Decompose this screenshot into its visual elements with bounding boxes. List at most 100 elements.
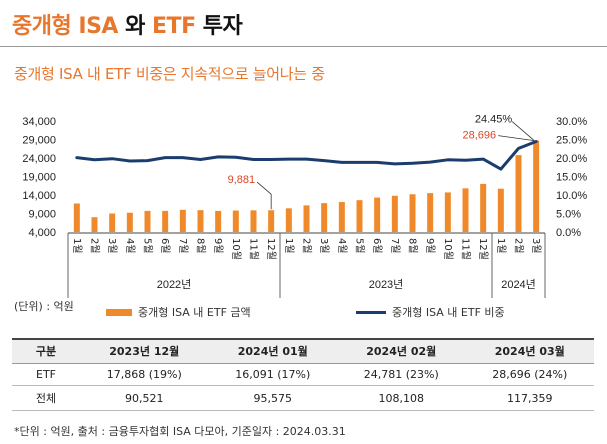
bar	[391, 195, 398, 232]
table-cell: 17,868 (19%)	[80, 363, 209, 386]
x-tick-label: 3월	[318, 238, 330, 254]
table-header-row: 구분 2023년 12월 2024년 01월 2024년 02월 2024년 0…	[12, 338, 594, 364]
line-point	[340, 161, 344, 164]
table-cell: 24,781 (23%)	[337, 363, 466, 386]
bar	[338, 202, 345, 232]
y-right-tick-label: 10.0%	[556, 190, 587, 202]
footnote: *단위 : 억원, 출처 : 금융투자협회 ISA 다모아, 기준일자 : 20…	[14, 425, 346, 438]
table-row: 전체 90,521 95,575 108,108 117,359	[12, 385, 594, 411]
table-cell: 117,359	[465, 385, 594, 411]
bar	[91, 217, 98, 232]
x-tick-label: 2월	[301, 238, 313, 254]
bar	[409, 194, 416, 232]
line-point	[110, 157, 114, 160]
line-point	[93, 158, 96, 162]
line-point	[534, 140, 538, 143]
y-left-tick-label: 29,000	[22, 135, 56, 147]
bar	[109, 213, 116, 232]
annotation-label: 9,881	[228, 174, 256, 186]
bar	[126, 212, 133, 232]
y-right-tick-label: 25.0%	[556, 135, 587, 147]
x-tick-label: 12월	[265, 238, 277, 260]
line-point	[322, 159, 326, 162]
x-tick-label: 5월	[142, 238, 154, 254]
line-point	[481, 157, 485, 161]
bar	[303, 205, 310, 232]
bar	[215, 210, 222, 232]
bar	[515, 155, 522, 232]
year-label: 2022년	[157, 278, 192, 291]
line-point	[269, 158, 273, 161]
line-point	[287, 157, 291, 161]
annotation-leader	[511, 121, 535, 141]
table-cell: 95,575	[208, 385, 337, 411]
table-header: 2024년 02월	[337, 338, 466, 364]
title-divider	[0, 46, 607, 47]
table-header: 2023년 12월	[80, 338, 209, 364]
title-invest: 투자	[202, 14, 243, 39]
y-left-tick-label: 24,000	[22, 153, 56, 165]
y-right-tick-label: 0.0%	[556, 227, 581, 239]
table-cell: 16,091 (17%)	[208, 363, 337, 386]
bar	[427, 193, 434, 232]
line-point	[428, 160, 432, 164]
bar	[232, 210, 239, 232]
table-cell: 28,696 (24%)	[465, 363, 594, 386]
x-tick-label: 1월	[71, 238, 83, 254]
x-tick-label: 7월	[389, 238, 401, 254]
x-tick-label: 4월	[336, 238, 348, 254]
x-tick-label: 2월	[513, 238, 525, 254]
table-cell: 108,108	[337, 385, 466, 411]
table-header: 2024년 03월	[465, 338, 594, 364]
table-row: ETF 17,868 (19%) 16,091 (17%) 24,781 (23…	[12, 363, 594, 386]
line-point	[499, 167, 503, 171]
bar	[144, 210, 151, 232]
legend-bar-label: 중개형 ISA 내 ETF 금액	[138, 306, 251, 319]
line-series	[75, 140, 538, 171]
legend-bar: 중개형 ISA 내 ETF 금액	[106, 304, 251, 320]
title-etf: ETF	[152, 14, 196, 39]
summary-table: 구분 2023년 12월 2024년 01월 2024년 02월 2024년 0…	[12, 338, 594, 411]
bar	[533, 140, 540, 232]
y-left-tick-label: 9,000	[28, 209, 56, 221]
annotations: 9,881 28,696 24.45%	[228, 114, 535, 210]
chart-subtitle: 중개형 ISA 내 ETF 비중은 지속적으로 늘어나는 중	[14, 65, 325, 83]
bar	[462, 188, 469, 232]
bar	[73, 203, 80, 232]
chart: 34,000 29,000 24,000 19,000 14,000 9,000 4,000…	[22, 114, 587, 298]
y-left-tick-label: 4,000	[28, 227, 56, 239]
title-isa: 중개형 ISA	[12, 14, 118, 39]
annotation-label: 28,696	[463, 130, 497, 142]
annotation-leader	[498, 135, 535, 142]
line-point	[411, 161, 414, 165]
line-point	[393, 162, 397, 166]
bar	[374, 197, 381, 232]
line-point	[163, 156, 167, 159]
line-point	[128, 159, 132, 163]
line-point	[517, 147, 520, 150]
x-tick-label: 1월	[495, 238, 507, 254]
bar	[179, 209, 186, 232]
line-point	[216, 155, 220, 159]
x-tick-label: 3월	[106, 238, 118, 254]
y-right-tick-label: 5.0%	[556, 209, 581, 221]
bar	[162, 210, 169, 232]
year-label: 2023년	[369, 278, 404, 291]
x-tick-label: 6월	[371, 238, 383, 254]
y-right-tick-label: 15.0%	[556, 172, 587, 184]
x-tick-label: 4월	[124, 238, 136, 254]
year-label: 2024년	[501, 278, 536, 291]
line-point	[252, 158, 255, 161]
legend-line-label: 중개형 ISA 내 ETF 비중	[392, 306, 505, 319]
line-point	[375, 161, 379, 164]
bar	[497, 188, 504, 232]
y-right-tick-label: 30.0%	[556, 116, 587, 128]
page-title: 중개형 ISA 와 ETF 투자	[12, 8, 243, 40]
x-tick-label: 9월	[212, 238, 224, 254]
x-tick-label: 11월	[460, 238, 472, 260]
y-right-tick-label: 20.0%	[556, 153, 587, 165]
annotation-label: 24.45%	[475, 114, 513, 126]
title-bar: 중개형 ISA 와 ETF 투자	[0, 0, 607, 47]
bar	[480, 183, 487, 232]
x-tick-label: 2월	[89, 238, 101, 254]
